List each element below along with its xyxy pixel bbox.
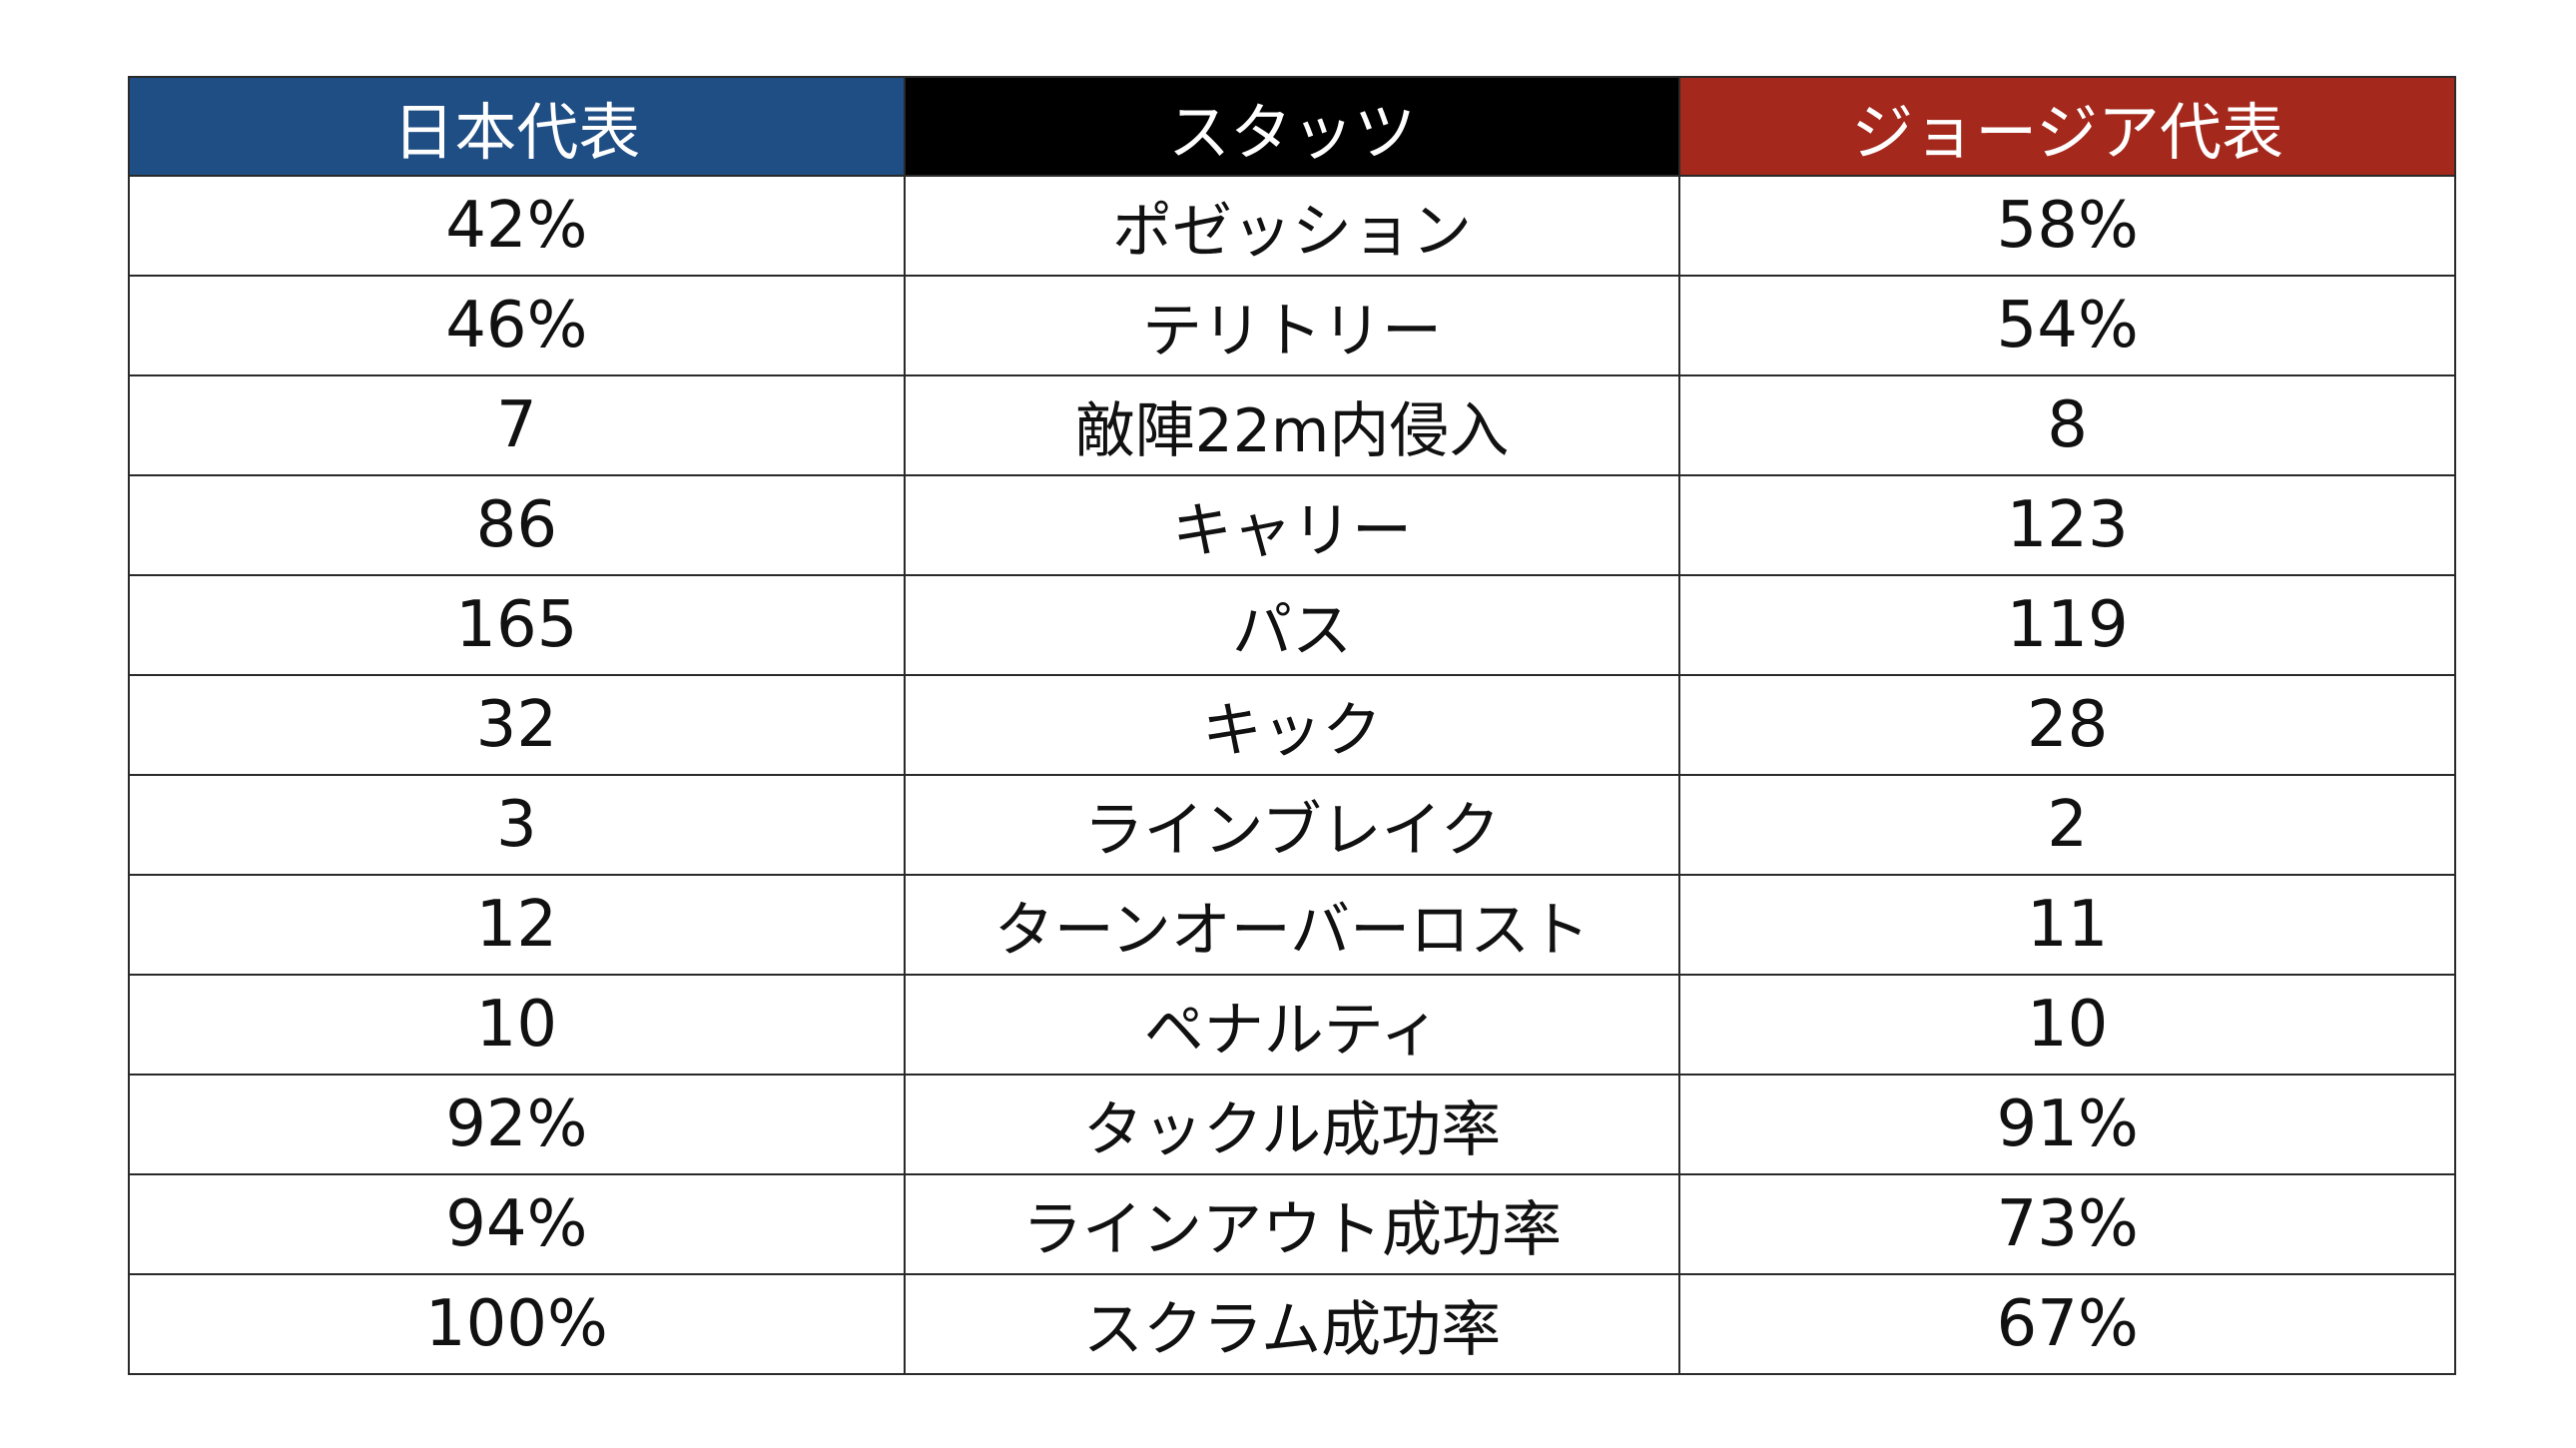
header-japan: 日本代表	[128, 76, 906, 177]
table-row: 32 キック 28	[128, 674, 2456, 776]
japan-value: 86	[128, 474, 906, 576]
georgia-value: 2	[1678, 774, 2456, 876]
japan-value: 46%	[128, 275, 906, 376]
stat-name: キャリー	[903, 474, 1681, 576]
georgia-value: 58%	[1678, 175, 2456, 277]
table-row: 12 ターンオーバーロスト 11	[128, 874, 2456, 976]
japan-value: 12	[128, 874, 906, 976]
table-row: 42% ポゼッション 58%	[128, 175, 2456, 277]
georgia-value: 8	[1678, 374, 2456, 476]
stat-name: テリトリー	[903, 275, 1681, 376]
stat-name: 敵陣22m内侵入	[903, 374, 1681, 476]
japan-value: 92%	[128, 1074, 906, 1175]
header-georgia: ジョージア代表	[1678, 76, 2456, 177]
georgia-value: 119	[1678, 574, 2456, 676]
georgia-value: 91%	[1678, 1074, 2456, 1175]
georgia-value: 123	[1678, 474, 2456, 576]
stat-name: スクラム成功率	[903, 1273, 1681, 1375]
stat-name: キック	[903, 674, 1681, 776]
table-row: 46% テリトリー 54%	[128, 275, 2456, 376]
japan-value: 10	[128, 974, 906, 1076]
table-row: 3 ラインブレイク 2	[128, 774, 2456, 876]
table-row: 7 敵陣22m内侵入 8	[128, 374, 2456, 476]
table-row: 165 パス 119	[128, 574, 2456, 676]
japan-value: 165	[128, 574, 906, 676]
table-row: 94% ラインアウト成功率 73%	[128, 1173, 2456, 1275]
stat-name: ポゼッション	[903, 175, 1681, 277]
table-row: 100% スクラム成功率 67%	[128, 1273, 2456, 1375]
georgia-value: 54%	[1678, 275, 2456, 376]
stat-name: パス	[903, 574, 1681, 676]
table-row: 86 キャリー 123	[128, 474, 2456, 576]
georgia-value: 10	[1678, 974, 2456, 1076]
stat-name: ラインブレイク	[903, 774, 1681, 876]
japan-value: 42%	[128, 175, 906, 277]
stat-name: ペナルティ	[903, 974, 1681, 1076]
japan-value: 100%	[128, 1273, 906, 1375]
stat-name: ラインアウト成功率	[903, 1173, 1681, 1275]
georgia-value: 67%	[1678, 1273, 2456, 1375]
japan-value: 3	[128, 774, 906, 876]
georgia-value: 28	[1678, 674, 2456, 776]
header-stats: スタッツ	[903, 76, 1681, 177]
stats-comparison-table: 日本代表 スタッツ ジョージア代表 42% ポゼッション 58% 46% テリトリー 54…	[128, 76, 2456, 1375]
japan-value: 7	[128, 374, 906, 476]
georgia-value: 11	[1678, 874, 2456, 976]
header-row: 日本代表 スタッツ ジョージア代表	[128, 76, 2456, 177]
stats-body: 42% ポゼッション 58% 46% テリトリー 54% 7 敵陣22m内侵入 8 86 キャリー 1…	[128, 175, 2456, 1375]
table-row: 10 ペナルティ 10	[128, 974, 2456, 1076]
table-row: 92% タックル成功率 91%	[128, 1074, 2456, 1175]
japan-value: 94%	[128, 1173, 906, 1275]
japan-value: 32	[128, 674, 906, 776]
georgia-value: 73%	[1678, 1173, 2456, 1275]
stat-name: タックル成功率	[903, 1074, 1681, 1175]
stat-name: ターンオーバーロスト	[903, 874, 1681, 976]
